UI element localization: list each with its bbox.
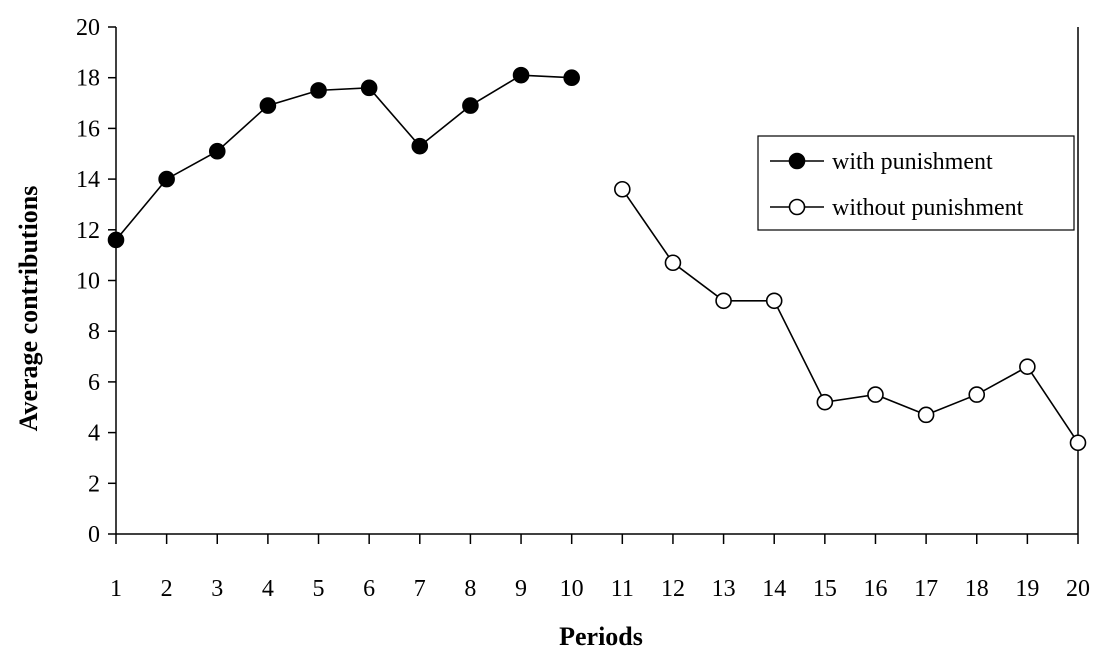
data-point (765, 292, 783, 310)
data-point (917, 406, 935, 424)
legend-label: with punishment (832, 149, 993, 175)
x-tick-label: 18 (965, 576, 989, 602)
x-tick-label: 9 (515, 576, 527, 602)
x-tick-label: 14 (762, 576, 786, 602)
x-tick-label: 8 (464, 576, 476, 602)
legend-entry: with punishment (770, 149, 993, 175)
data-point (310, 82, 327, 99)
data-point (614, 180, 631, 198)
data-point (462, 97, 479, 114)
legend: with punishment without punishment (757, 135, 1075, 231)
data-point (259, 97, 277, 114)
x-tick-label: 15 (813, 576, 837, 602)
data-point (1069, 434, 1087, 452)
y-tick-label: 20 (76, 15, 100, 41)
series-1 (107, 66, 580, 249)
y-tick-label: 12 (76, 218, 100, 244)
series-layer (107, 66, 1087, 452)
data-point (411, 137, 429, 155)
data-point (968, 386, 986, 403)
data-point (816, 393, 834, 411)
y-ticks: 0 2 4 6 8 10 12 14 16 18 20 (76, 15, 116, 548)
data-point (563, 69, 580, 86)
legend-marker (788, 152, 806, 170)
legend-marker (788, 198, 806, 216)
x-tick-label: 1 (110, 576, 122, 602)
y-tick-label: 10 (76, 269, 100, 295)
x-tick-label: 2 (161, 576, 173, 602)
data-point (867, 386, 884, 403)
x-tick-label: 6 (363, 576, 375, 602)
x-tick-label: 19 (1015, 576, 1039, 602)
x-tick-label: 7 (414, 576, 426, 602)
x-tick-label: 3 (211, 576, 223, 602)
y-axis-title: Average contributions (14, 186, 43, 432)
x-tick-label: 17 (914, 576, 938, 602)
data-point (158, 170, 175, 188)
y-tick-label: 4 (88, 421, 100, 447)
x-tick-label: 11 (611, 576, 634, 602)
y-tick-label: 6 (88, 370, 100, 396)
x-tick-label: 10 (560, 576, 584, 602)
x-tick-label: 20 (1066, 576, 1090, 602)
x-tick-label: 13 (712, 576, 736, 602)
data-point (1019, 358, 1036, 375)
data-point (512, 66, 530, 84)
y-tick-label: 8 (88, 319, 100, 345)
data-point (360, 79, 378, 97)
series-line (115, 74, 572, 241)
legend-box (757, 135, 1075, 231)
y-tick-label: 18 (76, 66, 100, 92)
y-tick-label: 0 (88, 522, 100, 548)
data-point (208, 142, 226, 160)
x-tick-label: 16 (863, 576, 887, 602)
y-tick-label: 14 (76, 167, 100, 193)
data-point (664, 254, 682, 272)
y-tick-label: 16 (76, 116, 100, 142)
legend-entry: without punishment (770, 195, 1024, 221)
data-point (107, 231, 125, 249)
x-tick-label: 5 (313, 576, 325, 602)
x-tick-label: 12 (661, 576, 685, 602)
series-line (621, 188, 1079, 444)
x-axis-title: Periods (559, 622, 643, 651)
x-ticks: 1 2 3 4 5 6 7 8 9 10 11 12 13 14 15 16 17 18 19 20 (110, 534, 1090, 602)
x-tick-label: 4 (262, 576, 274, 602)
y-tick-label: 2 (88, 471, 100, 497)
legend-label: without punishment (832, 195, 1024, 221)
series-2 (614, 180, 1087, 452)
data-point (715, 292, 732, 310)
